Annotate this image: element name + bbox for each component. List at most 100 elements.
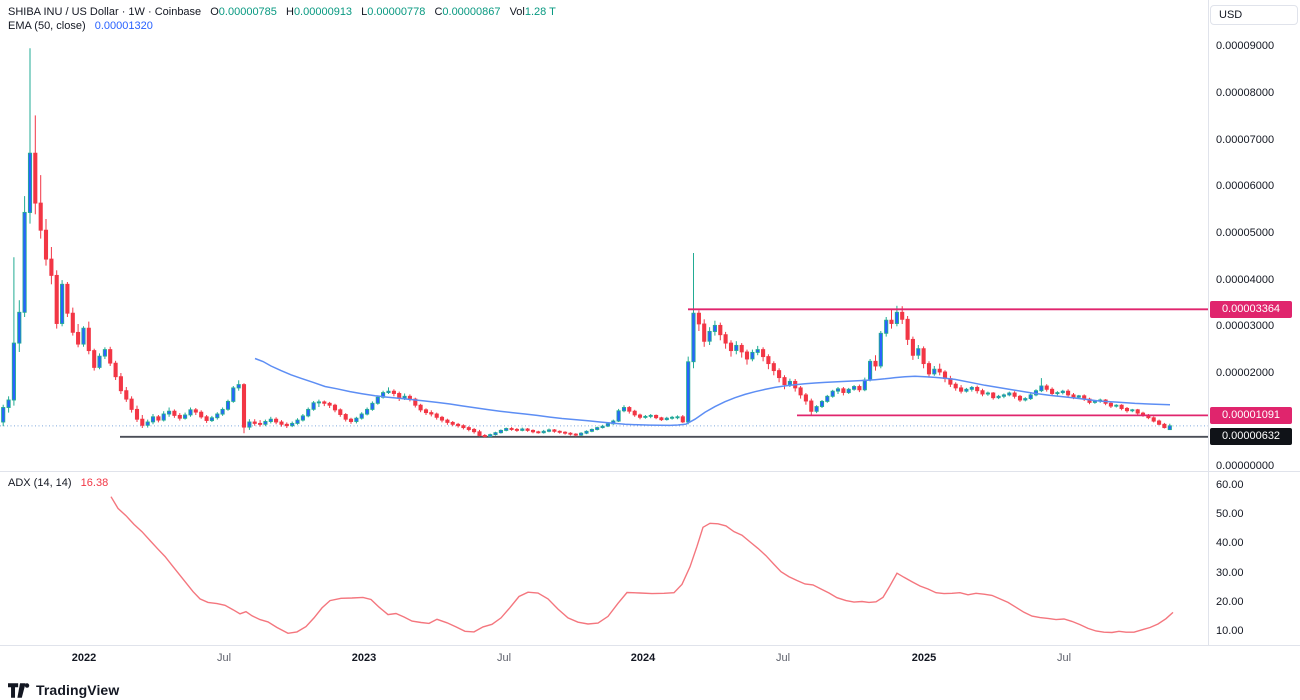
candle-body — [900, 311, 905, 320]
candle-body — [102, 349, 107, 357]
candle-body — [466, 427, 471, 430]
candle-body — [1135, 409, 1140, 414]
candle-body — [429, 412, 434, 415]
candle-body — [338, 409, 343, 415]
candle-body — [686, 361, 691, 423]
candle-body — [445, 419, 450, 423]
candle-body — [129, 398, 134, 410]
candle-body — [584, 430, 589, 434]
candle-body — [766, 356, 771, 365]
candle-body — [124, 390, 129, 400]
candle-body — [70, 312, 75, 333]
candle-body — [525, 428, 530, 431]
candle-body — [514, 428, 519, 431]
adx-tick-label: 10.00 — [1216, 625, 1244, 637]
candle-body — [1167, 425, 1172, 431]
chart-plot-area[interactable] — [0, 0, 1208, 645]
price-tick-label: 0.00004000 — [1216, 273, 1275, 286]
ema-study-legend[interactable]: EMA (50, close) 0.00001320 — [8, 20, 153, 33]
candle-body — [1007, 392, 1012, 396]
candle-body — [300, 415, 305, 421]
candle-body — [268, 418, 273, 422]
candle-body — [568, 432, 573, 435]
candle-body — [509, 428, 514, 430]
candle-body — [177, 414, 182, 419]
adx-tick-label: 30.00 — [1216, 566, 1244, 579]
candle-body — [343, 414, 348, 420]
candle-body — [969, 386, 974, 390]
candle-body — [258, 422, 263, 425]
candle-body — [643, 415, 648, 418]
candle-body — [798, 387, 803, 396]
candle-body — [252, 421, 257, 424]
open-value: 0.00000785 — [218, 6, 277, 18]
candle-body — [284, 423, 289, 427]
candle-body — [712, 324, 717, 332]
time-label-month: Jul — [216, 652, 232, 664]
candle-body — [231, 387, 236, 402]
candle-body — [498, 429, 503, 434]
candle-body — [707, 330, 712, 342]
candle-body — [819, 400, 825, 407]
candle-body — [546, 429, 552, 432]
candle-body — [552, 429, 557, 432]
candle-body — [113, 362, 118, 378]
candle-body — [472, 428, 477, 433]
currency-toggle-button[interactable]: USD — [1210, 5, 1298, 25]
candle-body — [477, 431, 482, 436]
candle-body — [150, 416, 156, 423]
ema-label: EMA (50, close) — [8, 20, 86, 32]
candle-body — [263, 421, 268, 425]
tradingview-logo-icon — [8, 682, 30, 698]
candle-body — [755, 349, 760, 353]
candle-body — [183, 414, 188, 419]
adx-study-legend[interactable]: ADX (14, 14) 16.38 — [8, 477, 108, 490]
candle-body — [1108, 402, 1113, 407]
candle-body — [274, 418, 279, 423]
candle-body — [1023, 398, 1028, 401]
candle-body — [172, 410, 177, 416]
candle-body — [86, 327, 91, 352]
price-axis-divider — [1208, 0, 1209, 645]
candle-body — [718, 324, 723, 336]
candle-body — [536, 431, 541, 434]
candle-body — [975, 386, 980, 392]
candle-body — [402, 395, 407, 399]
candle-body — [621, 407, 627, 412]
candle-body — [926, 363, 932, 375]
candle-body — [354, 417, 359, 422]
candle-body — [1012, 392, 1017, 397]
candle-body — [11, 342, 16, 401]
candle-body — [648, 414, 653, 417]
candle-body — [905, 318, 910, 340]
candle-body — [167, 410, 172, 415]
time-axis[interactable]: 2022 Jul 2023 Jul 2024 Jul 2025 Jul — [0, 645, 1208, 672]
adx-tick-label: 20.00 — [1216, 595, 1244, 608]
price-tick-label: 0.00000000 — [1216, 460, 1275, 473]
candle-body — [60, 283, 65, 324]
candle-body — [777, 370, 782, 379]
candle-body — [1050, 388, 1055, 394]
candle-body — [744, 351, 750, 360]
pane-divider[interactable] — [0, 471, 1300, 472]
candle-body — [659, 417, 664, 421]
candle-body — [1, 407, 6, 423]
candle-body — [391, 390, 396, 394]
candle-body — [193, 409, 198, 413]
candle-body — [306, 408, 311, 417]
candle-body — [209, 417, 214, 422]
candle-body — [1060, 390, 1065, 394]
candle-body — [664, 417, 669, 421]
candle-body — [365, 408, 370, 415]
candle-body — [1130, 409, 1135, 412]
symbol-legend[interactable]: SHIBA INU / US Dollar · 1W · Coinbase O0… — [8, 6, 556, 19]
brand-footer[interactable]: TradingView — [8, 680, 119, 700]
candle-body — [370, 402, 375, 410]
price-axis[interactable]: USD 0.00009000 0.00008000 0.00007000 0.0000… — [1208, 0, 1300, 645]
candle-body — [1039, 385, 1044, 392]
adx-tick-label: 60.00 — [1216, 479, 1244, 491]
candle-body — [49, 258, 54, 276]
chart-canvas[interactable] — [0, 0, 1208, 645]
candle-body — [375, 396, 380, 404]
candle-body — [1017, 395, 1023, 401]
